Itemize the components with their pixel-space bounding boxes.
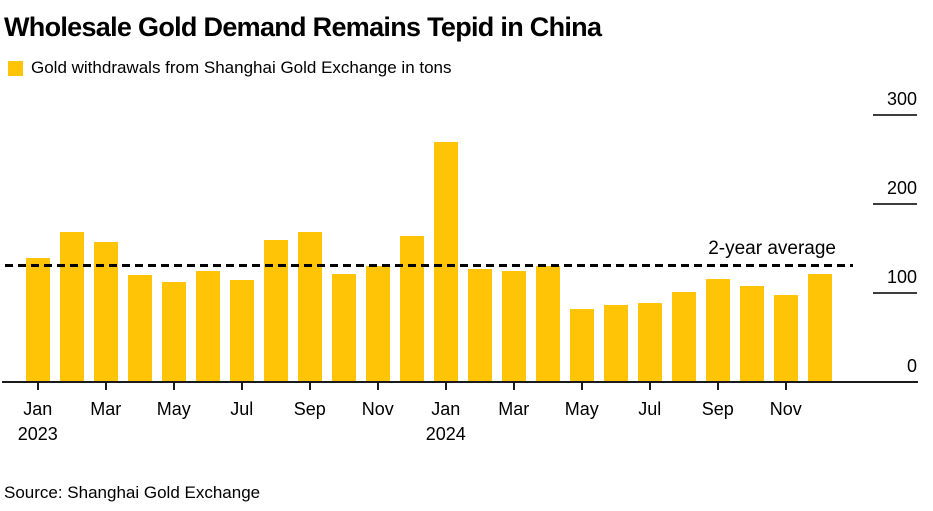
x-axis-tick [240, 382, 243, 390]
bar [400, 235, 424, 382]
bar [26, 258, 50, 382]
y-axis-tick-label: 0 [906, 355, 917, 376]
bar [570, 308, 594, 382]
bar [264, 239, 288, 382]
average-line-label: 2-year average [708, 238, 836, 260]
bar [94, 242, 118, 382]
legend: Gold withdrawals from Shanghai Gold Exch… [8, 58, 452, 78]
legend-swatch-icon [8, 60, 23, 76]
bar [536, 266, 560, 382]
bar [672, 291, 696, 382]
bar [128, 275, 152, 382]
x-axis-tick-label: Mar [90, 399, 122, 419]
bar [604, 305, 628, 382]
x-axis-tick [308, 382, 311, 390]
x-axis-year-label: 2023 [17, 424, 58, 444]
y-axis-tick-line [873, 291, 917, 294]
y-axis-tick-label: 200 [886, 178, 917, 198]
bar [332, 274, 356, 382]
x-axis-tick [104, 382, 107, 390]
bar [774, 294, 798, 382]
x-axis-tick-label: Nov [361, 399, 394, 419]
bar [502, 271, 526, 382]
bar [638, 302, 662, 382]
bar [434, 141, 458, 382]
bar [366, 266, 390, 382]
bar [468, 268, 492, 382]
chart-title: Wholesale Gold Demand Remains Tepid in C… [4, 12, 602, 42]
x-axis-tick-label: Jan [431, 399, 461, 419]
legend-label: Gold withdrawals from Shanghai Gold Exch… [31, 58, 452, 77]
y-axis-tick-label: 100 [886, 266, 917, 287]
bar [196, 271, 220, 382]
x-axis-tick [580, 382, 583, 390]
x-axis-tick-label: Sep [293, 399, 326, 419]
x-axis-tick [512, 382, 515, 390]
x-axis-tick [648, 382, 651, 390]
x-axis-tick [716, 382, 719, 390]
bar [230, 280, 254, 382]
bar [298, 231, 322, 382]
x-axis-tick [444, 382, 447, 390]
x-axis-tick-label: Jul [638, 399, 662, 419]
source-note: Source: Shanghai Gold Exchange [4, 483, 261, 502]
x-axis-tick-label: Jul [230, 399, 254, 419]
y-axis-tick-label: 300 [886, 89, 917, 110]
x-axis-tick [172, 382, 175, 390]
average-dashed-line [5, 263, 853, 267]
bar [808, 274, 832, 382]
x-axis-tick-label: May [564, 399, 599, 419]
x-axis-tick-label: Sep [701, 399, 734, 419]
x-axis-tick-label: Mar [498, 399, 530, 419]
x-axis-tick-label: May [156, 399, 191, 419]
x-axis-year-label: 2024 [425, 424, 466, 444]
x-axis-tick [36, 382, 39, 390]
bar [162, 282, 186, 382]
bar [740, 285, 764, 382]
x-axis-line [2, 380, 918, 383]
bar [60, 232, 84, 382]
x-axis-tick [784, 382, 787, 390]
x-axis-tick [376, 382, 379, 390]
y-axis-tick-line [873, 114, 917, 117]
x-axis-tick-label: Nov [769, 399, 802, 419]
y-axis-tick-line [873, 203, 917, 205]
x-axis-tick-label: Jan [23, 399, 53, 419]
bar [706, 279, 730, 382]
